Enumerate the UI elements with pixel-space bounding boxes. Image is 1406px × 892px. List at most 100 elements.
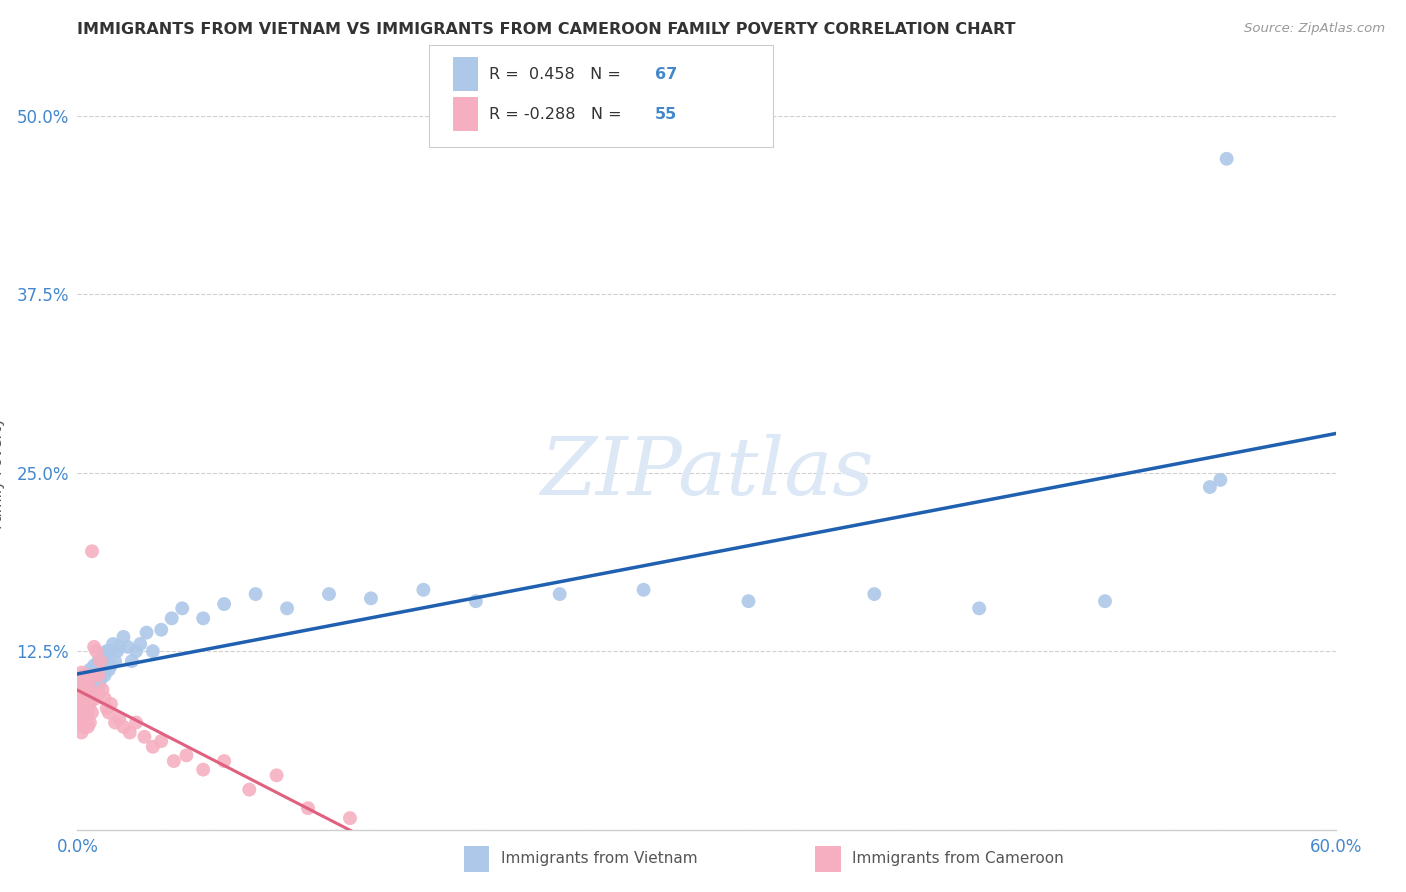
Point bbox=[135, 625, 157, 640]
Point bbox=[87, 654, 110, 668]
Point bbox=[104, 715, 127, 730]
Point bbox=[76, 706, 98, 720]
Point bbox=[67, 701, 90, 715]
Point bbox=[160, 611, 183, 625]
Point bbox=[318, 587, 340, 601]
Point bbox=[79, 715, 101, 730]
Point bbox=[75, 682, 97, 697]
Point bbox=[1215, 152, 1237, 166]
Point bbox=[245, 587, 267, 601]
Point bbox=[464, 594, 486, 608]
Point bbox=[360, 591, 382, 606]
Text: 55: 55 bbox=[655, 107, 678, 121]
Point bbox=[1094, 594, 1116, 608]
Point bbox=[76, 677, 98, 691]
Point bbox=[79, 682, 101, 697]
Point bbox=[84, 644, 107, 658]
Point bbox=[276, 601, 298, 615]
Point bbox=[150, 623, 173, 637]
Point bbox=[80, 668, 103, 682]
Point bbox=[70, 677, 93, 691]
Point bbox=[87, 668, 110, 682]
Point bbox=[79, 682, 101, 697]
Point bbox=[191, 611, 215, 625]
Point bbox=[633, 582, 655, 597]
Point bbox=[80, 680, 103, 694]
Point bbox=[108, 640, 131, 654]
Point bbox=[129, 637, 152, 651]
Point bbox=[91, 665, 114, 680]
Point bbox=[70, 665, 93, 680]
Point bbox=[238, 782, 260, 797]
Point bbox=[191, 763, 215, 777]
Point bbox=[67, 715, 90, 730]
Point bbox=[80, 706, 103, 720]
Point bbox=[112, 720, 135, 734]
Point bbox=[75, 701, 97, 715]
Point bbox=[72, 687, 94, 701]
Point bbox=[84, 691, 107, 706]
Point bbox=[83, 680, 105, 694]
Point bbox=[101, 637, 124, 651]
Point bbox=[83, 668, 105, 682]
Point bbox=[83, 668, 105, 682]
Point bbox=[117, 640, 139, 654]
Point bbox=[548, 587, 571, 601]
Point bbox=[89, 673, 111, 687]
Point bbox=[118, 725, 141, 739]
Point bbox=[89, 658, 111, 673]
Point bbox=[112, 630, 135, 644]
Text: Immigrants from Cameroon: Immigrants from Cameroon bbox=[852, 852, 1064, 866]
Text: 67: 67 bbox=[655, 67, 678, 81]
Point bbox=[75, 668, 97, 682]
Point bbox=[125, 715, 148, 730]
Point bbox=[212, 597, 235, 611]
Point bbox=[97, 663, 120, 677]
Point bbox=[100, 697, 122, 711]
Point bbox=[163, 754, 186, 768]
Point bbox=[87, 687, 110, 701]
Point bbox=[70, 687, 93, 701]
Point bbox=[97, 706, 120, 720]
Point bbox=[75, 715, 97, 730]
Point bbox=[91, 651, 114, 665]
Point bbox=[70, 680, 93, 694]
Point bbox=[97, 644, 120, 658]
Point bbox=[125, 644, 148, 658]
Y-axis label: Family Poverty: Family Poverty bbox=[0, 417, 6, 529]
Point bbox=[79, 694, 101, 708]
Point bbox=[142, 739, 165, 754]
Point bbox=[75, 691, 97, 706]
Point bbox=[91, 682, 114, 697]
Point bbox=[412, 582, 434, 597]
Point bbox=[89, 654, 111, 668]
Text: ZIPatlas: ZIPatlas bbox=[540, 434, 873, 511]
Point bbox=[70, 697, 93, 711]
Point bbox=[176, 748, 198, 763]
Point bbox=[70, 725, 93, 739]
Point bbox=[67, 687, 90, 701]
Point bbox=[96, 644, 118, 658]
Point bbox=[70, 711, 93, 725]
Text: Source: ZipAtlas.com: Source: ZipAtlas.com bbox=[1244, 22, 1385, 36]
Point bbox=[87, 668, 110, 682]
Point bbox=[72, 673, 94, 687]
Point bbox=[84, 687, 107, 701]
Point bbox=[967, 601, 990, 615]
Point bbox=[737, 594, 759, 608]
Point bbox=[67, 687, 90, 701]
Point bbox=[80, 687, 103, 701]
Point bbox=[1199, 480, 1222, 494]
Point bbox=[76, 673, 98, 687]
Point bbox=[212, 754, 235, 768]
Point bbox=[134, 730, 156, 744]
Point bbox=[96, 701, 118, 715]
Point bbox=[100, 658, 122, 673]
Point bbox=[172, 601, 194, 615]
Point bbox=[93, 691, 115, 706]
Point bbox=[76, 701, 98, 715]
Point bbox=[121, 654, 143, 668]
Point bbox=[150, 734, 173, 748]
Point bbox=[79, 673, 101, 687]
Point bbox=[72, 706, 94, 720]
